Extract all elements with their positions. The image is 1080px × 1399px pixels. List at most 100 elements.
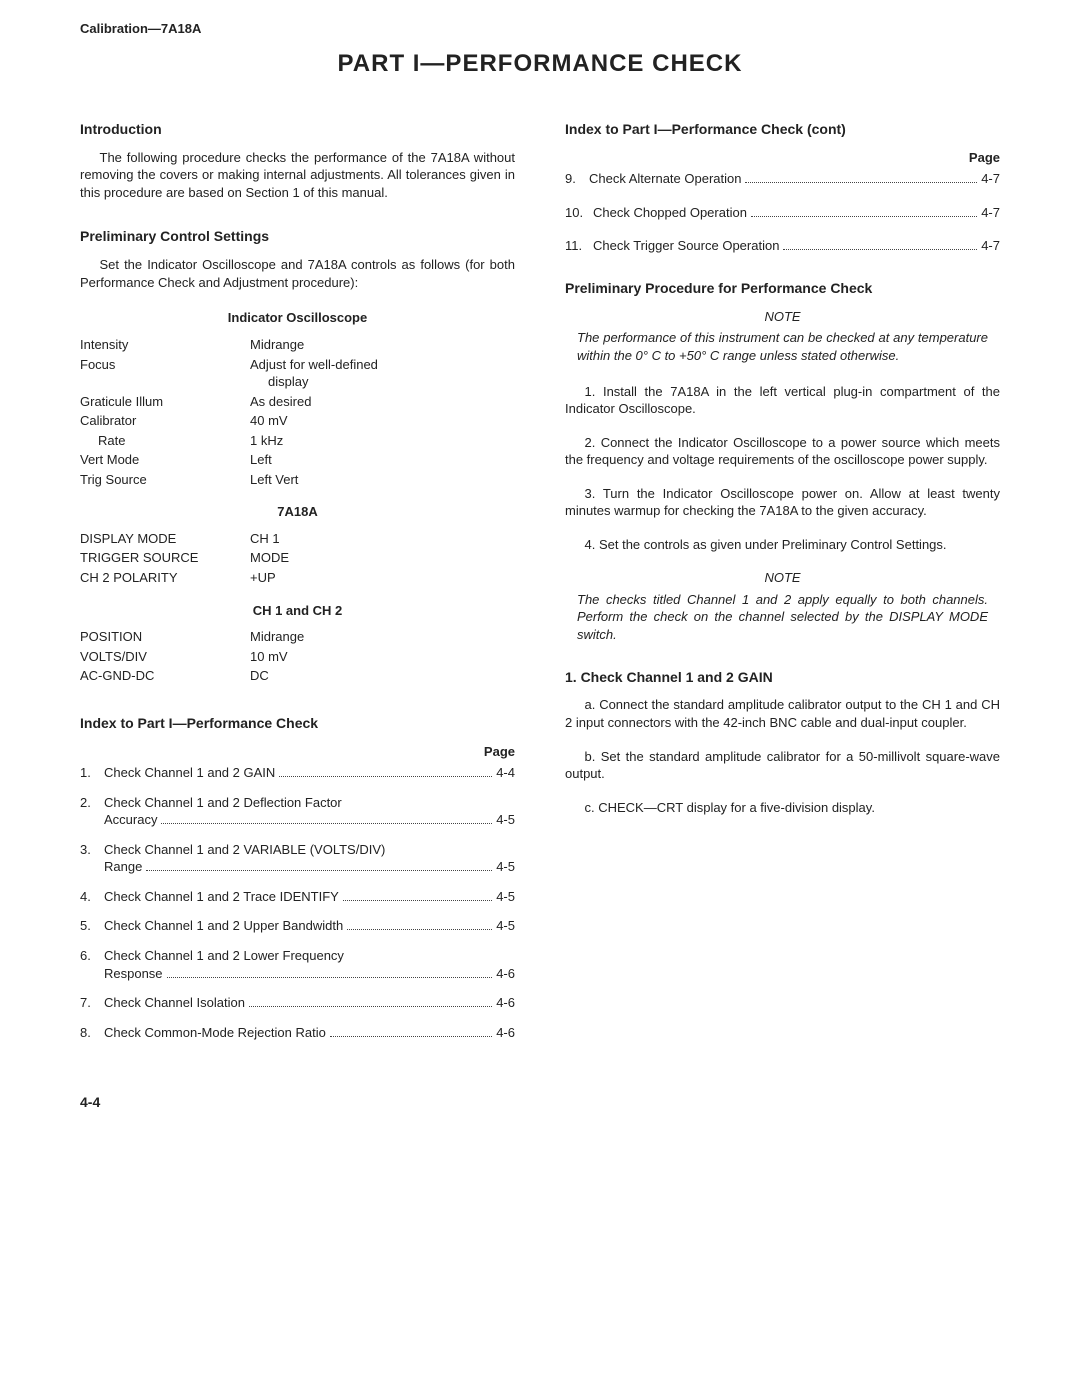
index-item: 1. Check Channel 1 and 2 GAIN 4-4 <box>80 764 515 782</box>
leader-dots <box>167 977 493 978</box>
index-text: Check Channel 1 and 2 Deflection Factor <box>104 794 342 812</box>
settings-value: Left <box>250 451 515 469</box>
settings-row: FocusAdjust for well-defineddisplay <box>80 355 515 392</box>
settings-osc-list: IntensityMidrange FocusAdjust for well-d… <box>80 335 515 489</box>
index-text: Check Channel 1 and 2 VARIABLE (VOLTS/DI… <box>104 841 385 859</box>
settings-value: Midrange <box>250 628 515 646</box>
settings-ch-list: POSITIONMidrange VOLTS/DIV10 mV AC-GND-D… <box>80 627 515 686</box>
settings-label: Focus <box>80 356 250 391</box>
settings-value: Adjust for well-defineddisplay <box>250 356 515 391</box>
settings-value: CH 1 <box>250 530 515 548</box>
settings-value: Left Vert <box>250 471 515 489</box>
index-number: 4. <box>80 888 104 906</box>
index-page: 4-6 <box>496 1024 515 1042</box>
settings-label: AC-GND-DC <box>80 667 250 685</box>
index-number: 1. <box>80 764 104 782</box>
index-item: 2.Check Channel 1 and 2 Deflection Facto… <box>80 794 515 829</box>
content-columns: Introduction The following procedure che… <box>80 120 1000 1053</box>
leader-dots <box>343 900 492 901</box>
settings-value: MODE <box>250 549 515 567</box>
index-text: Check Trigger Source Operation <box>593 237 779 255</box>
check-step: b. Set the standard amplitude calibrator… <box>565 748 1000 783</box>
settings-osc-heading: Indicator Oscilloscope <box>80 309 515 327</box>
settings-row: Trig SourceLeft Vert <box>80 470 515 490</box>
index-cont: Accuracy <box>104 811 157 829</box>
index-page: 4-7 <box>981 204 1000 222</box>
note-label: NOTE <box>565 308 1000 326</box>
right-column: Index to Part I—Performance Check (cont)… <box>565 120 1000 1053</box>
settings-value: 10 mV <box>250 648 515 666</box>
index-number: 2. <box>80 794 104 812</box>
settings-row: Vert ModeLeft <box>80 450 515 470</box>
prelim-heading: Preliminary Control Settings <box>80 227 515 246</box>
index-text: Check Common-Mode Rejection Ratio <box>104 1024 326 1042</box>
index-number: 11. <box>565 237 593 255</box>
settings-row: AC-GND-DCDC <box>80 666 515 686</box>
settings-row: POSITIONMidrange <box>80 627 515 647</box>
index-text: Check Channel 1 and 2 Trace IDENTIFY <box>104 888 339 906</box>
settings-row: CH 2 POLARITY+UP <box>80 568 515 588</box>
index-item: 5. Check Channel 1 and 2 Upper Bandwidth… <box>80 917 515 935</box>
intro-heading: Introduction <box>80 120 515 139</box>
index-cont: Response <box>104 965 163 983</box>
leader-dots <box>161 823 492 824</box>
index-text: Check Channel 1 and 2 Lower Frequency <box>104 947 344 965</box>
note-text: The checks titled Channel 1 and 2 apply … <box>577 591 988 644</box>
index-page: 4-7 <box>981 170 1000 188</box>
leader-dots <box>751 216 977 217</box>
index-number: 7. <box>80 994 104 1012</box>
settings-7a18a-list: DISPLAY MODECH 1 TRIGGER SOURCEMODE CH 2… <box>80 529 515 588</box>
settings-label: DISPLAY MODE <box>80 530 250 548</box>
index-number: 8. <box>80 1024 104 1042</box>
index-item: 11. Check Trigger Source Operation 4-7 <box>565 237 1000 255</box>
settings-label: VOLTS/DIV <box>80 648 250 666</box>
index-number: 5. <box>80 917 104 935</box>
procedure-step: 3. Turn the Indicator Oscilloscope power… <box>565 485 1000 520</box>
index-number: 6. <box>80 947 104 965</box>
settings-value: 40 mV <box>250 412 515 430</box>
settings-row: Graticule IllumAs desired <box>80 392 515 412</box>
settings-label: Rate <box>80 432 250 450</box>
settings-row: VOLTS/DIV10 mV <box>80 647 515 667</box>
note-text: The performance of this instrument can b… <box>577 329 988 364</box>
settings-value: As desired <box>250 393 515 411</box>
settings-row: Calibrator40 mV <box>80 411 515 431</box>
settings-label: TRIGGER SOURCE <box>80 549 250 567</box>
index-number: 10. <box>565 204 593 222</box>
leader-dots <box>347 929 492 930</box>
index-page: 4-5 <box>496 811 515 829</box>
left-column: Introduction The following procedure che… <box>80 120 515 1053</box>
index-item: 3.Check Channel 1 and 2 VARIABLE (VOLTS/… <box>80 841 515 876</box>
intro-paragraph: The following procedure checks the perfo… <box>80 149 515 202</box>
index-cont-heading: Index to Part I—Performance Check (cont) <box>565 120 1000 139</box>
check1-heading: 1. Check Channel 1 and 2 GAIN <box>565 668 1000 687</box>
index-item: 9. Check Alternate Operation 4-7 <box>565 170 1000 188</box>
check-step: c. CHECK—CRT display for a five-division… <box>565 799 1000 817</box>
index-page: 4-5 <box>496 858 515 876</box>
index-page: 4-4 <box>496 764 515 782</box>
procedure-step: 1. Install the 7A18A in the left vertica… <box>565 383 1000 418</box>
settings-label: POSITION <box>80 628 250 646</box>
prelim-proc-heading: Preliminary Procedure for Performance Ch… <box>565 279 1000 298</box>
index-text: Check Channel Isolation <box>104 994 245 1012</box>
settings-row: IntensityMidrange <box>80 335 515 355</box>
index-page: 4-7 <box>981 237 1000 255</box>
index-text: Check Channel 1 and 2 Upper Bandwidth <box>104 917 343 935</box>
note-label: NOTE <box>565 569 1000 587</box>
index-item: 10. Check Chopped Operation 4-7 <box>565 204 1000 222</box>
index-text: Check Channel 1 and 2 GAIN <box>104 764 275 782</box>
settings-label: Vert Mode <box>80 451 250 469</box>
settings-value: Midrange <box>250 336 515 354</box>
settings-label: Intensity <box>80 336 250 354</box>
index-number: 3. <box>80 841 104 859</box>
index-cont: Range <box>104 858 142 876</box>
leader-dots <box>745 182 977 183</box>
index-number: 9. <box>565 170 589 188</box>
index-page: 4-6 <box>496 994 515 1012</box>
page-number: 4-4 <box>80 1093 1000 1112</box>
procedure-step: 2. Connect the Indicator Oscilloscope to… <box>565 434 1000 469</box>
settings-value: +UP <box>250 569 515 587</box>
index-text: Check Alternate Operation <box>589 170 741 188</box>
procedure-step: 4. Set the controls as given under Preli… <box>565 536 1000 554</box>
header-label: Calibration—7A18A <box>80 20 1000 38</box>
